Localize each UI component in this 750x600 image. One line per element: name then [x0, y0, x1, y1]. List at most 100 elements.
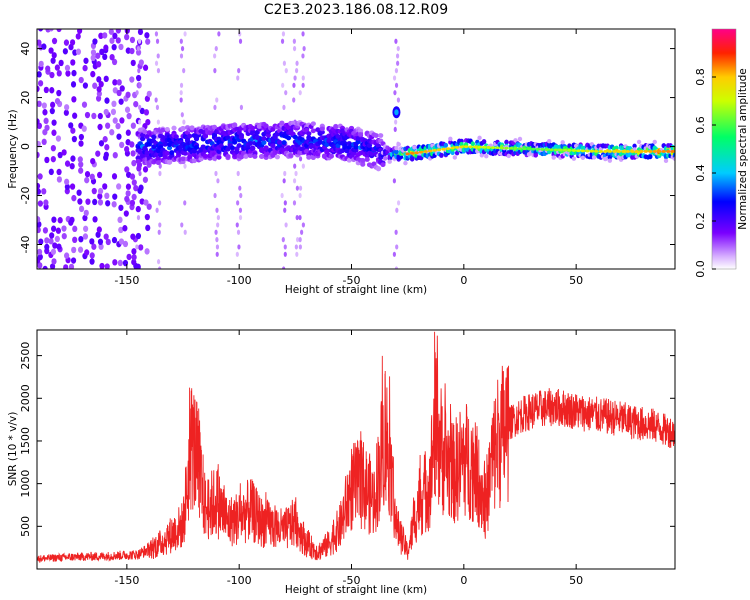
- spectrogram-cell: [274, 154, 280, 160]
- colorbar-ticks: 0.0 0.2 0.4 0.6 0.8: [694, 68, 716, 278]
- snr-series-line: [37, 331, 675, 563]
- spectrogram-cell: [396, 200, 401, 206]
- spectrogram-cell: [63, 264, 69, 269]
- spectrogram-cell: [139, 153, 146, 159]
- spectrogram-cell: [232, 139, 238, 145]
- spectrogram-cell: [282, 104, 286, 110]
- spectrogram-cell: [603, 150, 608, 153]
- spectrogram-cell: [237, 244, 241, 250]
- spectrogram-cell: [295, 214, 299, 221]
- spectrogram-cell: [280, 192, 284, 199]
- spectrogram-cell: [50, 101, 56, 109]
- spectrogram-cell: [98, 32, 104, 40]
- spectrogram-cell: [49, 87, 55, 94]
- spectrogram-cell: [412, 145, 417, 150]
- spectrogram-cell: [103, 151, 109, 158]
- spectrogram-cell: [517, 147, 523, 150]
- spectrogram-cell: [37, 118, 40, 125]
- spectrogram-cell: [580, 149, 586, 153]
- spectrogram-cell: [292, 200, 297, 206]
- spectrogram-cell: [145, 38, 151, 45]
- spectrogram-cell: [78, 167, 84, 174]
- snr-y-tick-label: 1000: [19, 470, 32, 498]
- snr-x-tick-label: -150: [114, 574, 139, 587]
- spectrogram-cell: [553, 148, 559, 152]
- spectrogram-cell: [672, 156, 675, 162]
- spectrogram-cell: [124, 146, 130, 153]
- spectrogram-cell: [43, 86, 49, 94]
- spectrogram-cell: [78, 161, 84, 168]
- spectrogram-cell: [72, 112, 78, 119]
- spectrogram-cell: [136, 45, 141, 52]
- spectrogram-cell: [70, 155, 76, 162]
- spectrogram-cell: [143, 199, 149, 206]
- spectrogram-cell: [138, 244, 144, 251]
- spectrogram-cell: [52, 242, 58, 249]
- spectrogram-cell: [663, 158, 669, 164]
- spectrogram-cell: [98, 243, 104, 250]
- spectrogram-cell: [214, 45, 218, 52]
- spectrogram-cell: [68, 122, 74, 129]
- spectrogram-cell: [250, 125, 256, 131]
- spectrogram-cell: [38, 238, 44, 245]
- spectrogram-cell: [657, 150, 662, 153]
- spectrogram-cell: [261, 136, 267, 141]
- spectrogram-cell: [193, 145, 200, 150]
- spectrogram-cell: [292, 82, 296, 88]
- spectrogram-cell: [42, 227, 49, 234]
- spectrogram-cell: [439, 152, 444, 158]
- spectrogram-cell: [302, 45, 306, 52]
- spectrogram-cell: [135, 49, 142, 56]
- spectrogram-cell: [82, 214, 88, 222]
- spectrogram-y-tick-label: 0: [19, 143, 32, 150]
- spectrogram-cell: [135, 244, 139, 250]
- spectrogram-cell: [452, 155, 458, 160]
- spectrogram-cell: [77, 198, 83, 205]
- spectrogram-x-tick-label: -100: [227, 274, 252, 287]
- spectrogram-cell: [355, 139, 361, 145]
- spectrogram-cell: [450, 146, 455, 150]
- spectrogram-cell: [284, 68, 288, 74]
- spectrogram-cell: [672, 152, 675, 158]
- spectrogram-cell: [44, 124, 50, 131]
- spectrogram-cell: [306, 131, 312, 136]
- spectrogram-cell: [395, 53, 400, 59]
- spectrogram-cell: [131, 179, 137, 186]
- spectrogram-cell: [280, 38, 285, 44]
- spectrogram-cell: [56, 168, 62, 176]
- spectrogram-cell: [75, 33, 81, 40]
- spectrogram-cell: [129, 76, 135, 83]
- spectrogram-cell: [68, 263, 75, 269]
- spectrogram-cell: [118, 43, 124, 51]
- spectrogram-cell: [173, 134, 179, 140]
- spectrogram-cell: [50, 144, 56, 152]
- spectrogram-cell: [156, 259, 161, 265]
- spectrogram-cell: [380, 162, 386, 168]
- spectrogram-cell: [112, 32, 118, 40]
- spectrogram-cell: [396, 97, 401, 103]
- spectrogram-cell: [366, 143, 373, 148]
- spectrogram-cell: [448, 136, 453, 142]
- spectrogram-cell: [288, 152, 294, 158]
- spectrogram-cell: [477, 135, 482, 141]
- spectrogram-cell: [154, 31, 159, 37]
- spectrogram-cell: [95, 231, 101, 238]
- spectrogram-cell: [225, 154, 231, 159]
- spectrogram-cell: [179, 82, 184, 88]
- spectrogram-cell: [179, 90, 183, 96]
- spectrogram-cell: [144, 32, 150, 39]
- spectrogram-cell: [71, 246, 77, 254]
- spectrogram-cell: [396, 45, 400, 52]
- spectrogram-cell: [454, 146, 460, 149]
- spectrogram-cell: [166, 159, 173, 165]
- spectrogram-cell: [394, 145, 399, 151]
- spectrogram-cell: [459, 145, 464, 149]
- spectrogram-cell: [44, 243, 50, 251]
- spectrogram-cell: [183, 229, 187, 235]
- spectrogram-cell: [293, 75, 297, 81]
- spectrogram-cell: [155, 207, 159, 213]
- spectrogram-cell: [146, 203, 152, 210]
- spectrogram-cell: [56, 176, 62, 183]
- spectrogram-cell: [236, 170, 240, 177]
- spectrogram-cell: [295, 185, 299, 191]
